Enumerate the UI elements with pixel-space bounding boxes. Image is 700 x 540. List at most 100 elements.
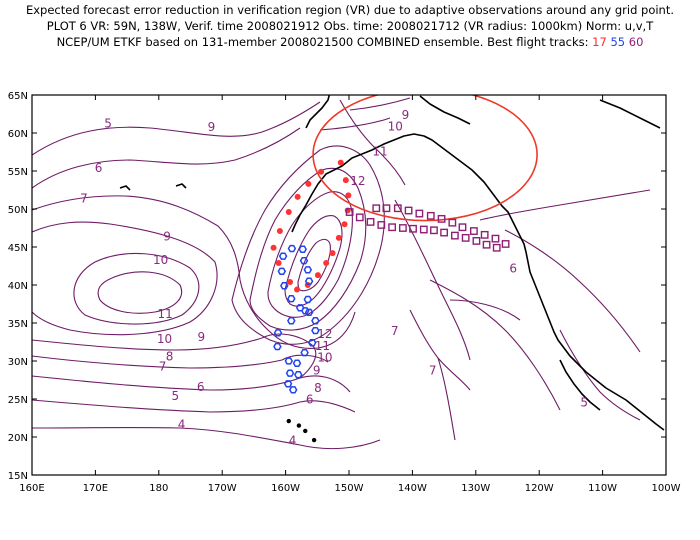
contour-label: 5 [580,395,588,409]
contour-line [32,127,301,189]
contour-line [299,439,381,450]
track-point-red [294,286,301,293]
flight-tracks [270,159,510,394]
contour-label: 7 [159,360,167,374]
track-point-blue [304,308,314,317]
contour-label: 7 [429,363,437,377]
contour-line [32,427,301,446]
track-point-blue [303,266,313,274]
y-axis-tick-label: 60N [8,129,28,140]
y-axis-tick-label: 20N [8,433,28,444]
track-point-blue [285,369,295,377]
coastline [305,95,331,129]
track-point-blue [300,348,309,357]
title-line-2: PLOT 6 VR: 59N, 138W, Verif. time 200802… [46,19,654,33]
contour-label: 4 [178,417,186,431]
track-point-purple [415,209,424,218]
contour-label: 9 [197,330,205,344]
x-axis-tick-label: 180 [149,483,168,494]
contour-label: 6 [197,380,205,394]
track-point-red [337,159,344,166]
contour-label: 10 [388,119,403,133]
track-point-purple [393,204,402,213]
contour-line [559,329,641,421]
track-point-red [275,259,282,266]
axis-ticks [31,94,667,476]
contour-label: 9 [208,120,216,134]
contour-label: 11 [315,339,330,353]
track-point-red [305,180,312,187]
track-point-blue [294,370,303,379]
track-point-blue [273,342,282,351]
track-point-purple [366,218,375,226]
contour-line [32,375,301,391]
track-point-purple [440,228,448,237]
track-point-purple [437,214,446,223]
coastline [175,183,187,189]
title-line-1: Expected forecast error reduction in ver… [25,3,675,17]
x-axis-tick-label: 110W [588,483,617,494]
title-line-3: NCEP/UM ETKF based on 131-member 2008021… [0,34,700,50]
x-axis-tick-label: 120W [525,483,554,494]
track-point-red [314,272,321,279]
y-axis-tick-label: 65N [8,91,28,102]
track-point-red [345,192,352,199]
verification-region-group [312,95,538,222]
track-point-red [323,259,330,266]
track-point-red [329,250,336,257]
track-point-blue [287,317,296,325]
coastline [559,359,601,411]
coastline [299,133,527,253]
contour-line [32,399,301,413]
verification-region-circle [312,95,538,222]
track-point-blue [298,245,307,253]
contour-label: 12 [350,174,365,188]
track-point-purple [377,221,386,229]
contour-line [504,229,641,353]
track-point-blue [277,267,287,276]
contour-line [479,189,651,221]
coastline [291,214,301,233]
contour-line [437,357,456,441]
coastline [525,251,665,431]
track-point-blue [303,295,313,304]
track-point-purple [409,224,417,233]
x-axis-tick-label: 130W [461,483,490,494]
track-point-purple [404,206,413,215]
track-point-red [294,193,301,200]
track-point-blue [287,294,296,303]
y-axis-tick-label: 35N [8,319,28,330]
x-axis-tick-label: 100W [652,483,681,494]
track-point-purple [448,218,457,227]
x-axis-tick-label: 140W [398,483,427,494]
contour-line [32,221,218,336]
track-point-red [304,282,311,288]
track-point-blue [301,307,310,315]
contour-line [299,400,356,413]
track-point-purple [388,223,397,232]
track-point-red [287,278,294,285]
y-axis-tick-label: 50N [8,205,28,216]
x-axis-tick-label: 170E [83,483,108,494]
contour-line [429,279,561,411]
track-point-purple [382,204,391,213]
contour-line [319,117,391,131]
track-point-purple [482,240,491,249]
x-axis-tick-label: 160W [271,483,300,494]
contour-line [239,279,356,349]
island-marker [311,437,317,443]
contour-label: 10 [157,332,172,346]
track-point-purple [426,211,435,220]
contour-label: 11 [157,307,172,321]
coastline [599,99,661,129]
track-point-red [270,244,277,251]
contour-label: 6 [306,392,314,406]
track-point-purple [419,225,428,234]
title-line-3-prefix: NCEP/UM ETKF based on 131-member 2008021… [56,35,589,49]
track-point-blue [278,252,288,260]
coastline [119,185,131,191]
track-point-red [285,209,292,216]
track-point-purple [398,224,407,232]
